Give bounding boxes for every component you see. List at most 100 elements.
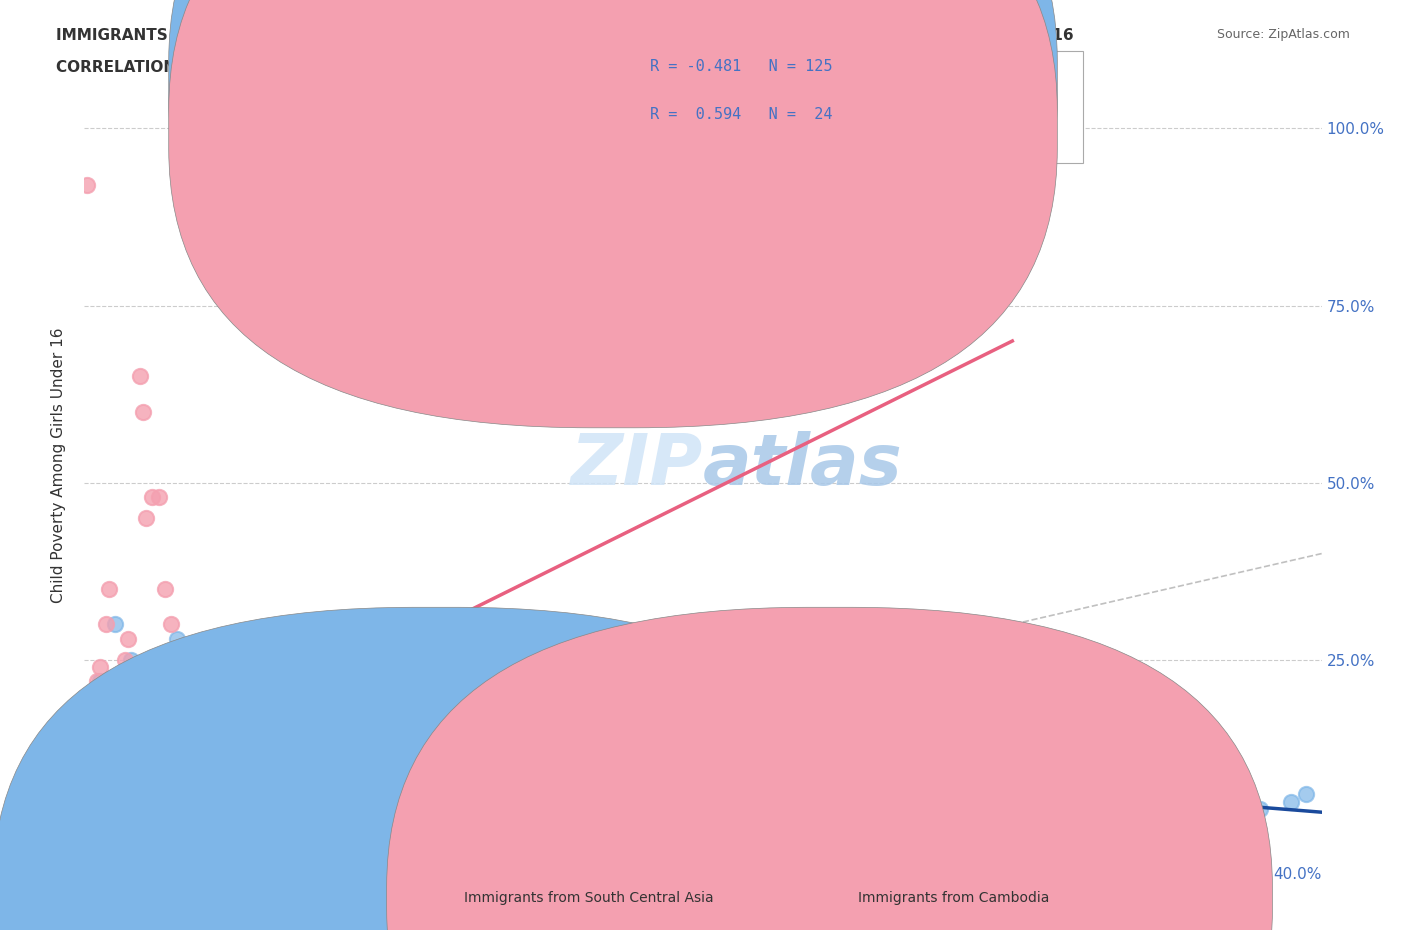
Point bbox=[262, 751, 284, 766]
Point bbox=[225, 745, 247, 760]
Point bbox=[150, 745, 173, 760]
Point bbox=[1187, 808, 1209, 823]
Point bbox=[138, 730, 160, 745]
Point bbox=[104, 617, 127, 631]
Point bbox=[253, 751, 276, 766]
Point bbox=[156, 716, 179, 731]
Point bbox=[104, 716, 127, 731]
Point bbox=[153, 730, 176, 745]
Point bbox=[117, 724, 139, 738]
Point bbox=[122, 702, 145, 717]
Text: R =  0.594   N =  24: R = 0.594 N = 24 bbox=[650, 107, 832, 122]
Point bbox=[91, 695, 114, 710]
Point bbox=[339, 773, 361, 788]
Point bbox=[107, 681, 129, 696]
Point bbox=[94, 617, 117, 631]
Point bbox=[323, 780, 346, 795]
Point bbox=[877, 794, 900, 809]
Point bbox=[240, 765, 263, 780]
Point bbox=[89, 673, 111, 688]
Point bbox=[91, 702, 114, 717]
Point bbox=[132, 405, 155, 419]
Point bbox=[342, 787, 364, 802]
Text: Source: ZipAtlas.com: Source: ZipAtlas.com bbox=[1216, 28, 1350, 41]
Point bbox=[330, 759, 353, 774]
Point bbox=[233, 745, 256, 760]
Point bbox=[129, 730, 152, 745]
Point bbox=[287, 773, 309, 788]
Point bbox=[129, 369, 152, 384]
Point bbox=[352, 787, 374, 802]
Point bbox=[299, 773, 322, 788]
Point bbox=[295, 759, 318, 774]
Point bbox=[349, 773, 371, 788]
Point bbox=[169, 730, 191, 745]
Point bbox=[120, 730, 142, 745]
Text: ZIP: ZIP bbox=[571, 431, 703, 499]
Point bbox=[141, 489, 163, 504]
Point bbox=[284, 759, 307, 774]
Point bbox=[256, 759, 278, 774]
Point bbox=[107, 709, 129, 724]
Point bbox=[367, 780, 389, 795]
Point bbox=[135, 737, 157, 752]
Point bbox=[246, 759, 269, 774]
Point bbox=[537, 787, 560, 802]
Point bbox=[197, 751, 219, 766]
Point bbox=[122, 737, 145, 752]
Point bbox=[815, 794, 838, 809]
Point bbox=[305, 759, 328, 774]
Point bbox=[271, 765, 294, 780]
Point bbox=[120, 716, 142, 731]
Point bbox=[172, 737, 194, 752]
Point bbox=[163, 724, 186, 738]
Point bbox=[101, 724, 124, 738]
Point bbox=[184, 751, 207, 766]
Point bbox=[98, 688, 121, 703]
Point bbox=[179, 745, 201, 760]
Point bbox=[315, 780, 337, 795]
Point bbox=[1249, 802, 1271, 817]
Text: CORRELATION CHART: CORRELATION CHART bbox=[56, 60, 239, 75]
Point bbox=[568, 794, 591, 809]
Point bbox=[846, 802, 869, 817]
Point bbox=[238, 751, 260, 766]
Point bbox=[311, 765, 333, 780]
Point bbox=[599, 802, 621, 817]
Point bbox=[661, 794, 683, 809]
Point bbox=[212, 737, 235, 752]
Point bbox=[1063, 794, 1085, 809]
Point bbox=[122, 709, 145, 724]
Point bbox=[160, 617, 183, 631]
Point bbox=[264, 759, 287, 774]
Point bbox=[346, 780, 368, 795]
Point bbox=[269, 745, 291, 760]
Point bbox=[135, 511, 157, 525]
Point bbox=[398, 787, 420, 802]
Text: Immigrants from South Central Asia: Immigrants from South Central Asia bbox=[464, 891, 714, 906]
Point bbox=[207, 730, 229, 745]
Point bbox=[129, 716, 152, 731]
Point bbox=[145, 737, 167, 752]
Point bbox=[194, 745, 217, 760]
Text: IMMIGRANTS FROM SOUTH CENTRAL ASIA VS IMMIGRANTS FROM CAMBODIA CHILD POVERTY AMO: IMMIGRANTS FROM SOUTH CENTRAL ASIA VS IM… bbox=[56, 28, 1074, 43]
Point bbox=[187, 737, 209, 752]
Point bbox=[321, 765, 343, 780]
Point bbox=[460, 780, 482, 795]
Point bbox=[79, 702, 101, 717]
Point bbox=[125, 724, 148, 738]
Text: Immigrants from Cambodia: Immigrants from Cambodia bbox=[858, 891, 1049, 906]
Point bbox=[243, 751, 266, 766]
Point bbox=[132, 702, 155, 717]
Point bbox=[336, 765, 359, 780]
Point bbox=[150, 724, 173, 738]
Point bbox=[148, 716, 170, 731]
Point bbox=[228, 751, 250, 766]
Point bbox=[218, 759, 240, 774]
Point bbox=[125, 695, 148, 710]
Text: 40.0%: 40.0% bbox=[1274, 867, 1322, 882]
Point bbox=[506, 802, 529, 817]
Point bbox=[630, 787, 652, 802]
Point bbox=[181, 730, 204, 745]
Point bbox=[290, 765, 312, 780]
